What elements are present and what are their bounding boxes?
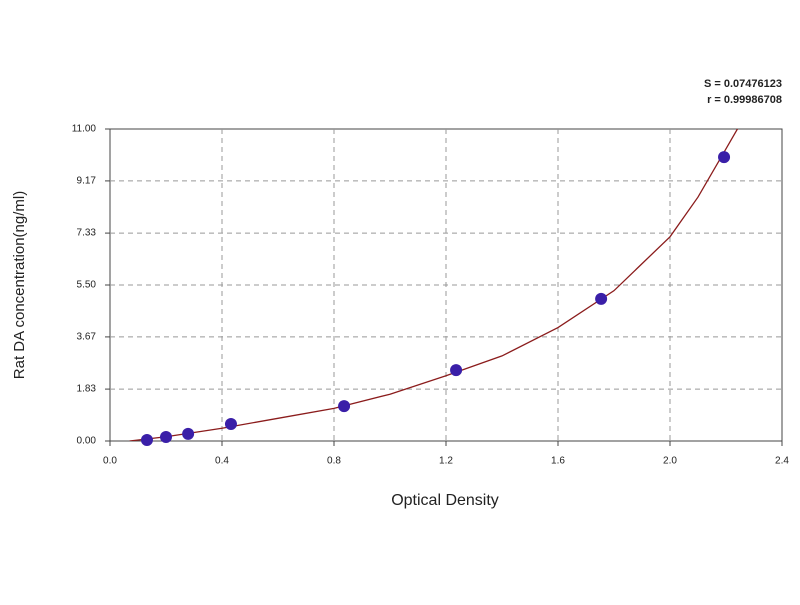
data-point [450,364,463,377]
y-axis-label: Rat DA concentration(ng/ml) [11,191,28,379]
y-tick-label: 0.00 [77,436,97,447]
data-point [718,151,731,164]
y-tick-label: 1.83 [77,384,97,395]
data-point [338,400,351,413]
y-tick-label: 3.67 [77,332,97,343]
x-axis-label: Optical Density [391,492,499,509]
data-point [160,431,172,444]
y-tick-label: 7.33 [77,228,97,239]
x-tick-label: 2.4 [775,456,789,467]
x-tick-label: 0.0 [103,456,117,467]
data-point [182,427,195,440]
x-tick-label: 0.4 [215,456,229,467]
x-tick-label: 1.2 [439,456,453,467]
data-point [595,292,608,305]
x-tick-label: 0.8 [327,456,341,467]
x-tick-label: 1.6 [551,456,565,467]
annotation: r = 0.99986708 [707,94,782,106]
y-tick-label: 5.50 [77,280,97,291]
data-point [224,417,237,430]
data-point [140,434,153,447]
y-tick-label: 9.17 [77,176,97,187]
y-tick-label: 11.00 [72,124,97,135]
x-tick-label: 2.0 [663,456,677,467]
annotation: S = 0.07476123 [704,78,782,90]
